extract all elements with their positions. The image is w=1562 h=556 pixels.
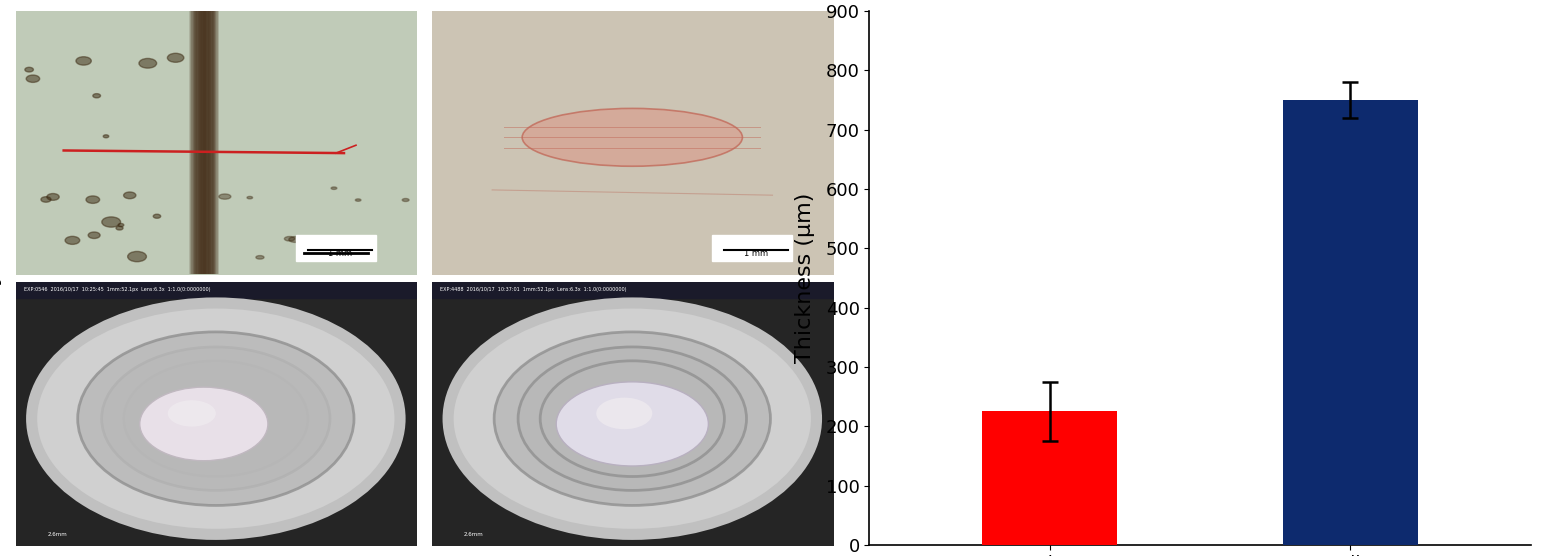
Ellipse shape <box>41 197 52 202</box>
Ellipse shape <box>66 236 80 245</box>
Text: 1 mm: 1 mm <box>328 249 351 259</box>
Ellipse shape <box>123 192 136 198</box>
Ellipse shape <box>247 196 253 199</box>
Ellipse shape <box>403 198 409 201</box>
Ellipse shape <box>556 382 709 466</box>
Ellipse shape <box>284 236 295 241</box>
Ellipse shape <box>355 199 361 201</box>
Text: EXP:0546  2016/10/17  10:25:45  1mm:52.1px  Lens:6.3x  1:1.0(0:0000000): EXP:0546 2016/10/17 10:25:45 1mm:52.1px … <box>23 287 211 292</box>
Ellipse shape <box>139 387 269 461</box>
Ellipse shape <box>25 67 33 72</box>
Ellipse shape <box>86 196 100 203</box>
Ellipse shape <box>27 75 39 82</box>
Ellipse shape <box>128 251 147 262</box>
Ellipse shape <box>519 347 747 490</box>
Ellipse shape <box>219 194 231 199</box>
Text: EXP:4488  2016/10/17  10:37:01  1mm:52.1px  Lens:6.3x  1:1.0(0:0000000): EXP:4488 2016/10/17 10:37:01 1mm:52.1px … <box>440 287 626 292</box>
Ellipse shape <box>331 187 337 190</box>
Text: dECM: dECM <box>214 22 275 41</box>
Ellipse shape <box>597 398 653 429</box>
Ellipse shape <box>167 53 184 62</box>
Ellipse shape <box>92 93 100 98</box>
Ellipse shape <box>167 400 216 426</box>
Ellipse shape <box>47 193 59 200</box>
Text: 2.6mm: 2.6mm <box>48 532 67 537</box>
Bar <box>982 411 1117 545</box>
Ellipse shape <box>78 332 355 505</box>
Ellipse shape <box>102 217 120 227</box>
Text: Collagen: Collagen <box>581 22 676 41</box>
Bar <box>712 235 792 261</box>
Text: 1 mm: 1 mm <box>745 249 769 259</box>
Ellipse shape <box>540 361 725 476</box>
Ellipse shape <box>139 58 156 68</box>
Ellipse shape <box>256 256 264 259</box>
Bar <box>1282 100 1418 545</box>
Ellipse shape <box>153 214 161 219</box>
Ellipse shape <box>102 347 330 490</box>
Ellipse shape <box>522 108 742 166</box>
Ellipse shape <box>77 57 91 65</box>
Ellipse shape <box>103 135 109 138</box>
Ellipse shape <box>494 332 770 505</box>
Ellipse shape <box>116 226 123 230</box>
Ellipse shape <box>123 361 308 476</box>
Ellipse shape <box>448 303 817 534</box>
Ellipse shape <box>36 306 397 532</box>
Text: 2.6mm: 2.6mm <box>464 532 484 537</box>
Bar <box>295 235 376 261</box>
Ellipse shape <box>119 224 123 227</box>
Y-axis label: Thickness (μm): Thickness (μm) <box>795 193 815 363</box>
Ellipse shape <box>289 237 301 242</box>
Ellipse shape <box>87 232 100 239</box>
